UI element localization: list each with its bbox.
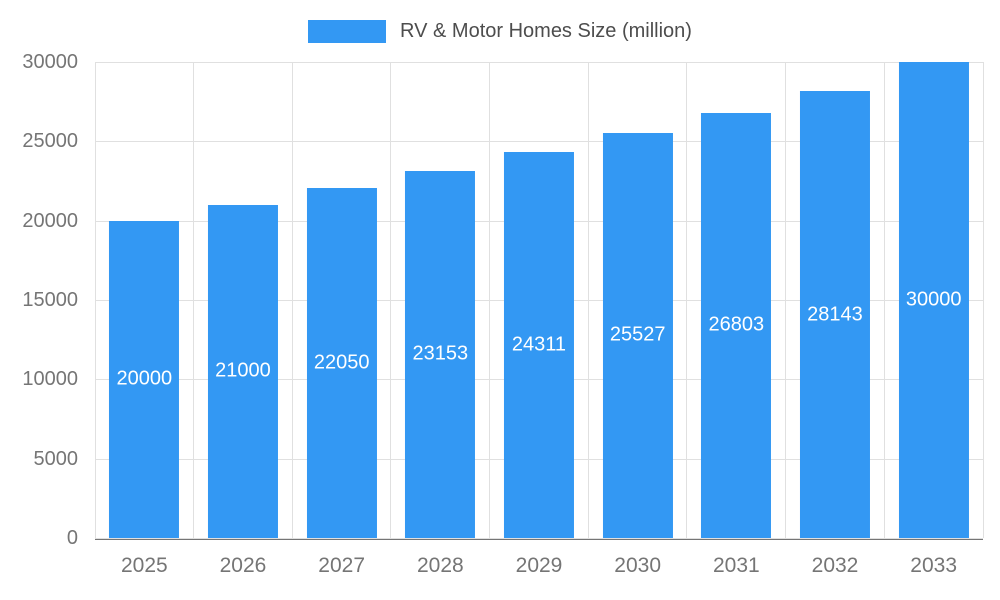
legend: RV & Motor Homes Size (million) — [0, 16, 1000, 46]
h-gridline — [95, 62, 983, 63]
v-gridline — [489, 62, 491, 538]
x-axis: 2025 2026 2027 2028 2029 2030 2031 2032 2033 — [95, 546, 983, 586]
bar-value-label: 22050 — [313, 351, 370, 374]
bar: 21000 — [207, 204, 279, 538]
legend-label: RV & Motor Homes Size (million) — [400, 19, 692, 42]
bar-value-label: 25527 — [609, 323, 666, 346]
x-tick-label: 2029 — [515, 554, 563, 577]
h-gridline — [95, 141, 983, 143]
plot-area: 20000 21000 22050 23153 24311 25527 26803 28143… — [94, 62, 984, 540]
y-axis: 0 5000 10000 15000 20000 25000 30000 — [0, 52, 88, 548]
h-gridline — [95, 538, 983, 539]
x-tick-label: 2028 — [416, 554, 464, 577]
v-gridline — [982, 62, 984, 538]
y-tick-label: 30000 — [22, 51, 78, 73]
bar-value-label: 21000 — [215, 359, 271, 382]
y-tick-label: 15000 — [22, 289, 78, 311]
bar-value-label: 26803 — [708, 313, 765, 336]
bar-value-label: 23153 — [412, 342, 469, 365]
y-tick-label: 10000 — [22, 368, 78, 391]
x-tick-label: 2026 — [219, 554, 267, 577]
v-gridline — [94, 62, 96, 538]
y-tick-label: 5000 — [33, 447, 79, 470]
y-tick-label: 20000 — [22, 209, 78, 232]
x-tick-label: 2025 — [120, 554, 168, 577]
legend-swatch-icon — [308, 19, 387, 43]
v-gridline — [193, 62, 195, 538]
bar: 30000 — [898, 62, 969, 538]
v-gridline — [686, 62, 688, 538]
bar: 24311 — [503, 152, 575, 538]
bar-value-label: 28143 — [807, 303, 863, 326]
bar: 23153 — [405, 170, 476, 538]
bar: 28143 — [799, 91, 871, 538]
x-tick-label: 2027 — [318, 554, 366, 577]
v-gridline — [883, 62, 885, 538]
x-tick-label: 2030 — [614, 554, 662, 577]
v-gridline — [390, 62, 392, 538]
y-tick-label: 0 — [66, 527, 78, 549]
y-tick-label: 25000 — [22, 130, 78, 153]
v-gridline — [785, 62, 787, 538]
x-tick-label: 2032 — [811, 554, 859, 577]
bar-value-label: 24311 — [511, 333, 567, 356]
bar-value-label: 20000 — [116, 367, 173, 390]
v-gridline — [291, 62, 293, 538]
bar: 26803 — [701, 112, 772, 538]
x-tick-label: 2031 — [712, 554, 760, 577]
v-gridline — [587, 62, 589, 538]
bar-value-label: 30000 — [905, 288, 962, 311]
bar: 20000 — [109, 220, 180, 538]
bar: 22050 — [306, 188, 377, 538]
bar: 25527 — [602, 132, 673, 538]
x-tick-label: 2033 — [910, 554, 958, 577]
